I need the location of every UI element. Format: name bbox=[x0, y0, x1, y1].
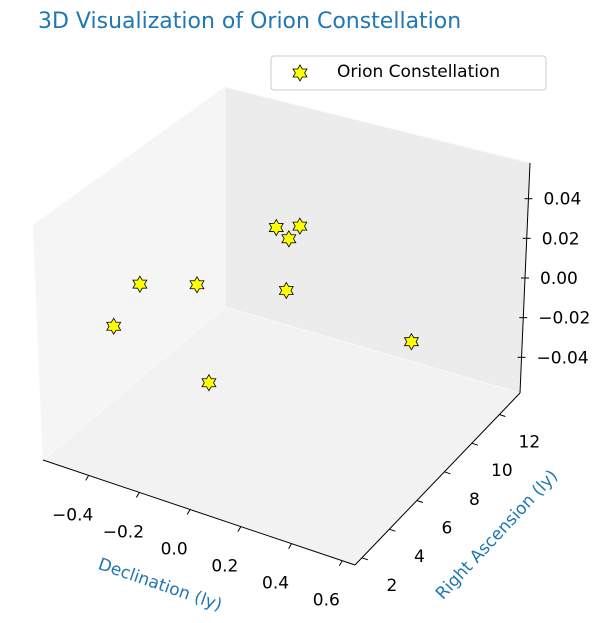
y-tick-label: 2 bbox=[386, 576, 397, 596]
y-tick-label: 12 bbox=[519, 433, 541, 453]
y-tick bbox=[471, 442, 479, 446]
y-tick bbox=[389, 528, 396, 532]
x-axis bbox=[42, 459, 356, 566]
y-tick bbox=[416, 500, 424, 503]
legend-box bbox=[270, 55, 547, 91]
x-tick-label: 0.4 bbox=[262, 574, 289, 594]
x-tick bbox=[85, 475, 90, 481]
star-point bbox=[281, 229, 297, 248]
x-tick-label: 0.6 bbox=[313, 591, 340, 611]
z-tick-label: 0.00 bbox=[540, 269, 578, 289]
x-tick-label: −0.4 bbox=[52, 505, 93, 525]
chart-title: 3D Visualization of Orion Constellation bbox=[38, 9, 461, 34]
z-tick-label: 0.04 bbox=[543, 190, 581, 210]
legend-label: Orion Constellation bbox=[337, 62, 500, 82]
star-point bbox=[106, 317, 122, 336]
star-point bbox=[268, 218, 284, 237]
x-tick bbox=[135, 492, 140, 498]
star-point bbox=[132, 275, 148, 293]
x-tick-label: −0.2 bbox=[103, 522, 144, 542]
z-tick-label: −0.04 bbox=[537, 348, 589, 368]
x-tick bbox=[237, 526, 242, 532]
y-tick-label: 6 bbox=[441, 519, 452, 539]
y-tick-label: 10 bbox=[491, 461, 513, 481]
y-tick-label: 8 bbox=[469, 490, 480, 510]
x-tick-label: 0.2 bbox=[211, 557, 238, 577]
y-tick-label: 4 bbox=[414, 547, 425, 567]
y-tick bbox=[499, 414, 506, 417]
x-tick bbox=[338, 560, 343, 566]
x-tick bbox=[288, 543, 293, 549]
star-point bbox=[189, 275, 205, 294]
star-point bbox=[292, 217, 308, 235]
legend-marker bbox=[292, 64, 308, 82]
z-tick-label: −0.02 bbox=[538, 309, 590, 329]
y-axis bbox=[354, 392, 521, 566]
x-tick bbox=[186, 509, 191, 515]
star-point bbox=[201, 373, 217, 392]
x-tick-label: 0.0 bbox=[161, 540, 188, 560]
y-tick bbox=[444, 471, 451, 475]
star-point bbox=[278, 281, 294, 300]
z-tick-label: 0.02 bbox=[542, 229, 580, 249]
star-point bbox=[403, 332, 420, 351]
x-axis-label: Declination (ly) bbox=[95, 554, 224, 615]
y-tick bbox=[361, 557, 369, 561]
